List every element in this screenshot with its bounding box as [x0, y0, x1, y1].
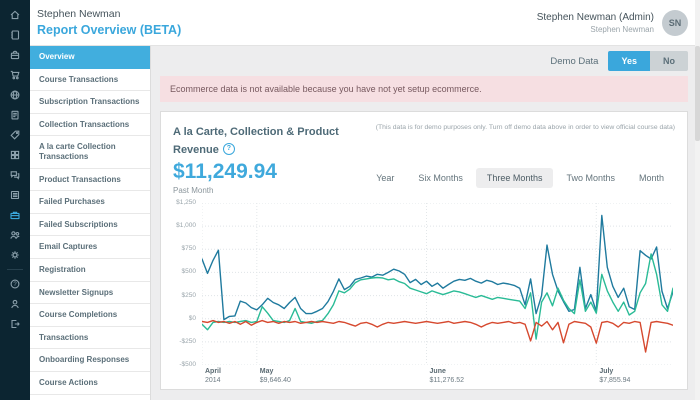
- sidebar-item-logins[interactable]: Logins: [30, 394, 150, 400]
- x-tick-label: May $9,646.40: [260, 367, 291, 385]
- content-area: Demo Data Yes No Ecommerce data is not a…: [151, 46, 700, 400]
- x-tick-label: June $11,276.52: [430, 367, 465, 385]
- card-title: A la Carte, Collection & Product Revenue: [173, 126, 339, 156]
- sidebar-item-collection-transactions[interactable]: Collection Transactions: [30, 113, 150, 137]
- demo-note: (This data is for demo purposes only. Tu…: [375, 124, 675, 131]
- demo-no-button[interactable]: No: [650, 51, 688, 71]
- toolbox-icon[interactable]: [0, 205, 30, 225]
- revenue-chart: $1,250 $1,000 $750 $500 $250 $0 -$250 -$500 Apr…: [173, 199, 675, 385]
- y-axis-labels: $1,250 $1,000 $750 $500 $250 $0 -$250 -$500: [173, 199, 199, 368]
- satchel-icon[interactable]: [0, 45, 30, 65]
- page-title: Report Overview (BETA): [37, 23, 182, 37]
- list-icon[interactable]: [0, 185, 30, 205]
- sidebar-item-registration[interactable]: Registration: [30, 258, 150, 282]
- y-tick-label: -$500: [179, 361, 196, 368]
- sidebar-item-transactions[interactable]: Transactions: [30, 326, 150, 350]
- x-axis-labels: April 2014 May $9,646.40 June $11,276.52 July $…: [202, 365, 673, 385]
- y-tick-label: $1,000: [176, 222, 196, 230]
- sidebar-item-failed-purchases[interactable]: Failed Purchases: [30, 191, 150, 214]
- range-tabs: Year Six Months Three Months Two Months …: [365, 167, 675, 188]
- person-icon[interactable]: [0, 294, 30, 314]
- y-tick-label: -$250: [179, 337, 196, 345]
- sidebar-item-onboarding-responses[interactable]: Onboarding Responses: [30, 349, 150, 372]
- tab-six-months[interactable]: Six Months: [418, 172, 463, 183]
- x-tick-month: April: [205, 368, 221, 375]
- clipboard-icon[interactable]: [0, 105, 30, 125]
- account-subtitle: Stephen Newman: [590, 24, 654, 34]
- avatar[interactable]: SN: [662, 9, 688, 36]
- cart-icon[interactable]: [0, 65, 30, 85]
- chart-plot[interactable]: [202, 203, 673, 365]
- y-tick-label: $750: [181, 245, 196, 253]
- help-icon[interactable]: ?: [0, 274, 30, 294]
- gear-icon[interactable]: [0, 245, 30, 265]
- sign-out-icon[interactable]: [0, 314, 30, 334]
- x-tick-value: 2014: [205, 377, 221, 385]
- body-row: Overview Course Transactions Subscriptio…: [30, 46, 700, 400]
- account-text: Stephen Newman (Admin) Stephen Newman: [537, 12, 654, 34]
- amount-block: $11,249.94 Past Month: [173, 160, 277, 195]
- tag-icon[interactable]: [0, 125, 30, 145]
- revenue-card: A la Carte, Collection & Product Revenue…: [160, 111, 688, 390]
- sidebar-item-newsletter-signups[interactable]: Newsletter Signups: [30, 281, 150, 305]
- y-tick-label: $1,250: [176, 199, 196, 206]
- tab-month[interactable]: Month: [638, 172, 664, 183]
- x-tick-month: June: [429, 368, 446, 375]
- title-block: Stephen Newman Report Overview (BETA): [37, 8, 181, 37]
- address-book-icon[interactable]: [0, 25, 30, 45]
- icon-rail: ?: [0, 0, 30, 400]
- chat-icon[interactable]: [0, 165, 30, 185]
- tab-year[interactable]: Year: [376, 172, 395, 183]
- x-tick-label: April 2014: [205, 367, 221, 385]
- sidebar-item-course-completions[interactable]: Course Completions: [30, 304, 150, 327]
- tab-three-months[interactable]: Three Months: [475, 167, 554, 188]
- x-tick-month: May: [259, 368, 274, 375]
- sidebar-item-email-captures[interactable]: Email Captures: [30, 236, 150, 259]
- card-subheader: $11,249.94 Past Month Year Six Months Th…: [173, 160, 675, 195]
- scrollbar-thumb[interactable]: [695, 46, 700, 141]
- users-icon[interactable]: [0, 225, 30, 245]
- y-tick-label: $500: [181, 268, 196, 276]
- top-bar: Stephen Newman Report Overview (BETA) St…: [30, 0, 700, 46]
- report-sidebar: Overview Course Transactions Subscriptio…: [30, 46, 151, 400]
- x-tick-month: July: [599, 368, 614, 375]
- x-tick-value: $7,855.94: [599, 377, 631, 385]
- page-scrollbar[interactable]: [695, 0, 700, 400]
- tab-two-months[interactable]: Two Months: [566, 172, 615, 183]
- main-column: Stephen Newman Report Overview (BETA) St…: [30, 0, 700, 400]
- home-icon[interactable]: [0, 5, 30, 25]
- card-title-wrap: A la Carte, Collection & Product Revenue…: [173, 122, 376, 158]
- x-tick-label: July $7,855.94: [599, 367, 630, 385]
- card-header: A la Carte, Collection & Product Revenue…: [173, 122, 675, 158]
- demo-yes-button[interactable]: Yes: [608, 51, 650, 71]
- sidebar-item-failed-subscriptions[interactable]: Failed Subscriptions: [30, 213, 150, 237]
- rail-divider: [7, 269, 23, 270]
- demo-data-label: Demo Data: [550, 55, 599, 67]
- sidebar-item-course-actions[interactable]: Course Actions: [30, 371, 150, 395]
- y-tick-label: $250: [181, 291, 196, 299]
- x-tick-value: $11,276.52: [429, 377, 465, 385]
- header-user-name: Stephen Newman: [37, 8, 121, 20]
- ecommerce-alert: Ecommerce data is not available because …: [160, 76, 688, 102]
- svg-text:?: ?: [13, 282, 17, 288]
- sidebar-item-overview[interactable]: Overview: [30, 46, 150, 69]
- sidebar-item-a-la-carte-collection-transactions[interactable]: A la carte Collection Transactions: [30, 136, 150, 169]
- y-tick-label: $0: [188, 314, 196, 322]
- sidebar-item-subscription-transactions[interactable]: Subscription Transactions: [30, 91, 150, 114]
- account-block[interactable]: Stephen Newman (Admin) Stephen Newman SN: [537, 9, 688, 36]
- grid-icon[interactable]: [0, 145, 30, 165]
- account-name: Stephen Newman (Admin): [536, 11, 654, 23]
- sidebar-item-product-transactions[interactable]: Product Transactions: [30, 168, 150, 192]
- sidebar-item-course-transactions[interactable]: Course Transactions: [30, 68, 150, 92]
- x-tick-value: $9,646.40: [259, 377, 291, 385]
- revenue-amount: $11,249.94: [173, 160, 277, 183]
- globe-icon[interactable]: [0, 85, 30, 105]
- demo-data-row: Demo Data Yes No: [160, 46, 688, 76]
- demo-data-toggle: Yes No: [608, 51, 688, 71]
- revenue-period: Past Month: [173, 186, 214, 195]
- help-question-icon[interactable]: ?: [222, 142, 235, 155]
